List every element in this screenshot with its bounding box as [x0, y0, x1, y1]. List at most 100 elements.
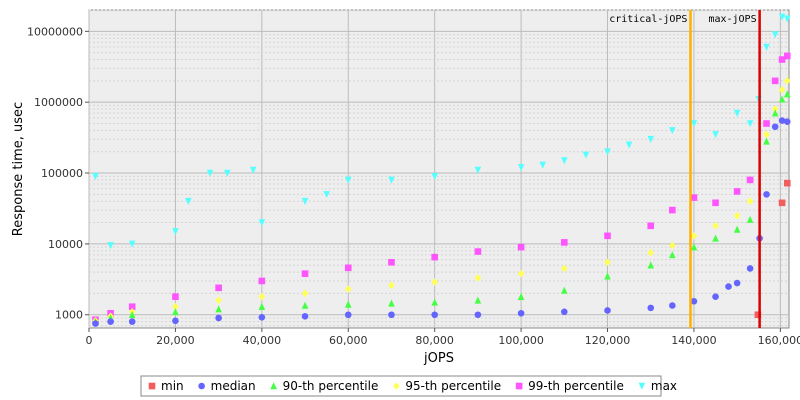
threshold-markers: critical-jOPS max-jOPS	[609, 10, 761, 328]
point-95-th-percentile	[431, 278, 438, 286]
x-tick-label: 0	[86, 334, 93, 347]
point-95-th-percentile	[778, 85, 786, 94]
y-tick-label: 10000000	[27, 25, 83, 38]
point-95-th-percentile	[561, 264, 568, 273]
x-tick-label: 20,000	[156, 334, 195, 347]
point-median	[647, 304, 655, 312]
x-tick-label: 80,000	[415, 334, 454, 347]
point-median	[604, 307, 611, 314]
point-90-th-percentile	[431, 298, 438, 306]
point-max	[258, 219, 266, 227]
point-median	[517, 309, 525, 317]
point-max	[783, 15, 791, 23]
x-axis: 0 20,000 40,000 60,000 80,000 100,000 120,000 1…	[86, 328, 800, 347]
legend: min median 90-th percentile 95-th percentil…	[140, 375, 677, 397]
point-90-th-percentile	[647, 261, 655, 269]
point-99-th-percentile	[474, 248, 482, 255]
point-95-th-percentile	[517, 269, 525, 278]
y-tick-label: 1000	[55, 309, 83, 322]
y-tick-label: 100000	[41, 167, 83, 180]
point-99-th-percentile	[128, 303, 136, 310]
point-median	[301, 313, 309, 320]
point-median	[746, 265, 754, 272]
point-max	[669, 127, 676, 135]
point-95-th-percentile	[301, 289, 309, 298]
legend-label-99-th-percentile: 99-th percentile	[528, 379, 624, 393]
point-90-th-percentile	[388, 299, 395, 307]
point-min	[754, 311, 762, 319]
point-max	[431, 172, 438, 181]
point-max	[647, 135, 655, 144]
point-max	[763, 43, 770, 51]
point-median	[431, 311, 438, 319]
legend-symbol-95-th-percentile	[393, 382, 400, 390]
point-90-th-percentile	[301, 301, 309, 309]
point-max	[771, 31, 779, 39]
point-99-th-percentile	[783, 52, 791, 60]
y-axis-title: Response time, usec	[11, 102, 26, 236]
point-max	[249, 166, 257, 174]
point-95-th-percentile	[746, 197, 754, 206]
point-90-th-percentile	[215, 305, 222, 313]
point-median	[344, 311, 352, 319]
point-90-th-percentile	[128, 310, 136, 319]
y-axis: 1000 10000 100000 1000000 10000000	[27, 25, 89, 322]
legend-label-median: median	[211, 379, 256, 393]
point-max	[712, 131, 719, 139]
point-max	[92, 172, 99, 181]
legend-symbol-90-th-percentile	[270, 382, 277, 390]
point-99-th-percentile	[690, 194, 698, 201]
point-99-th-percentile	[301, 270, 309, 277]
legend-box	[140, 375, 662, 397]
point-90-th-percentile	[669, 251, 676, 259]
point-95-th-percentile	[474, 274, 482, 282]
point-95-th-percentile	[733, 211, 741, 220]
point-max	[185, 197, 192, 206]
point-90-th-percentile	[258, 302, 266, 310]
point-max	[344, 176, 352, 184]
point-95-th-percentile	[344, 285, 352, 293]
point-90-th-percentile	[763, 137, 770, 145]
point-max	[388, 176, 395, 184]
point-median	[215, 314, 222, 322]
point-max	[301, 197, 309, 206]
point-max	[517, 164, 525, 172]
point-90-th-percentile	[783, 90, 791, 98]
point-max	[561, 157, 568, 165]
point-99-th-percentile	[172, 293, 179, 300]
point-median	[258, 314, 266, 321]
x-tick-label: 40,000	[243, 334, 282, 347]
point-95-th-percentile	[783, 77, 791, 85]
point-95-th-percentile	[763, 130, 770, 139]
legend-label-min: min	[161, 379, 184, 393]
point-90-th-percentile	[474, 296, 482, 304]
point-99-th-percentile	[778, 56, 786, 63]
point-median	[107, 318, 114, 325]
point-max	[746, 120, 754, 128]
point-95-th-percentile	[258, 292, 266, 301]
point-min	[778, 199, 786, 207]
point-min	[783, 179, 791, 187]
point-median	[92, 320, 99, 327]
point-max	[625, 141, 633, 149]
point-90-th-percentile	[771, 109, 779, 117]
point-max	[206, 169, 214, 177]
data-marks	[92, 13, 791, 327]
point-max	[733, 109, 741, 117]
point-90-th-percentile	[561, 286, 568, 294]
point-median	[388, 311, 395, 319]
point-99-th-percentile	[258, 277, 266, 285]
x-tick-label: 100,000	[498, 334, 544, 347]
point-99-th-percentile	[771, 77, 779, 85]
point-median	[474, 311, 482, 319]
point-median	[172, 317, 179, 325]
point-90-th-percentile	[690, 243, 698, 251]
point-median	[783, 118, 791, 126]
point-99-th-percentile	[388, 258, 395, 266]
legend-label-max: max	[651, 379, 677, 393]
point-99-th-percentile	[344, 264, 352, 272]
x-tick-label: 160,000	[758, 334, 800, 347]
point-max	[474, 166, 482, 174]
point-99-th-percentile	[746, 176, 754, 184]
point-99-th-percentile	[763, 120, 770, 127]
